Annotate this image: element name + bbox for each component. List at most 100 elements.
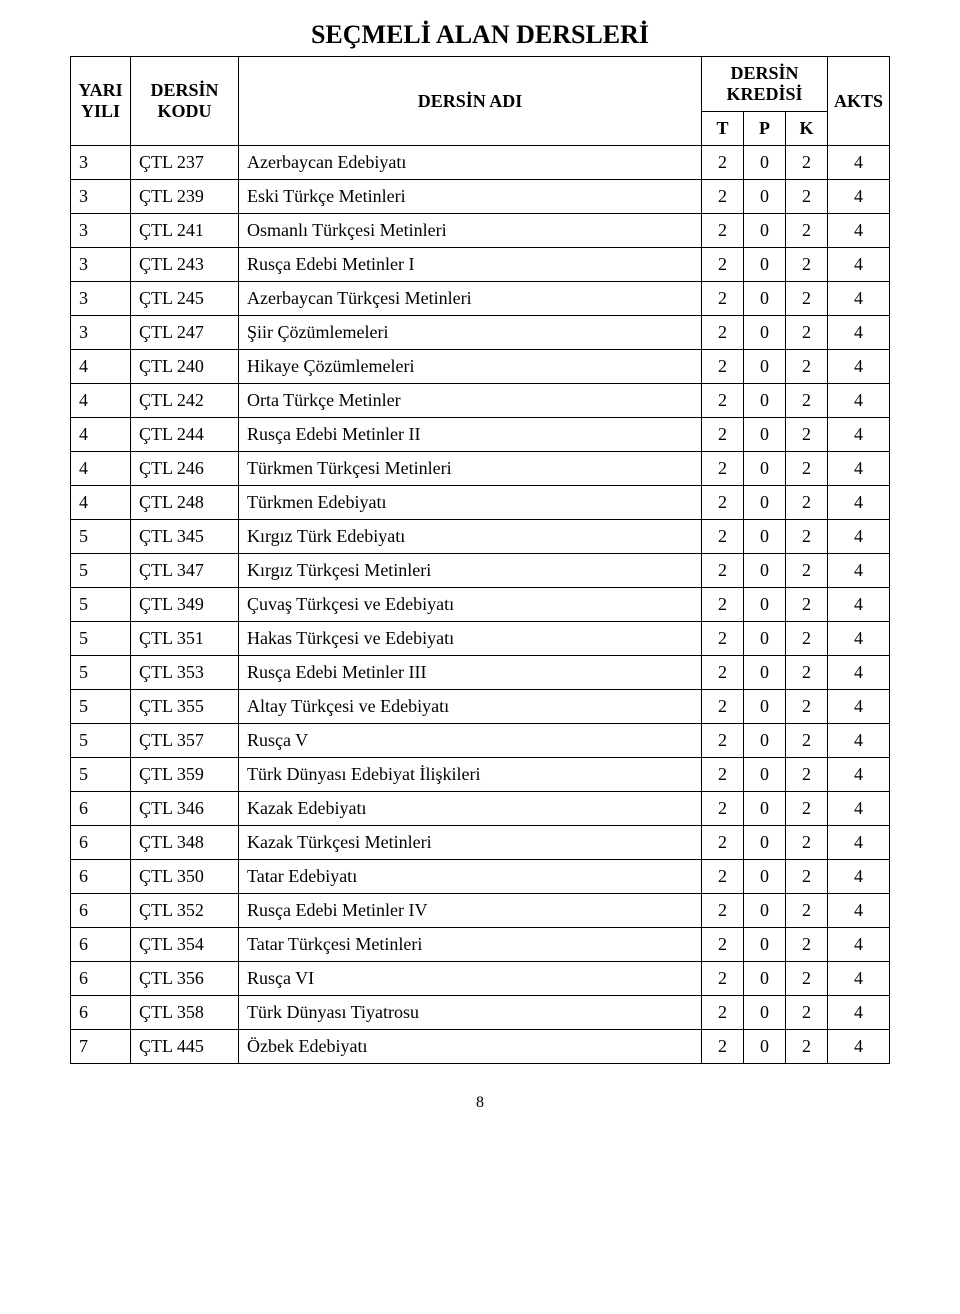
header-dersin-kodu-bot: KODU [158,101,212,121]
cell-k: 2 [785,350,827,384]
cell-p: 0 [743,384,785,418]
cell-k: 2 [785,452,827,486]
cell-p: 0 [743,180,785,214]
table-row: 5ÇTL 357Rusça V2024 [71,724,890,758]
header-dersin-kodu: DERSİN KODU [131,57,239,146]
cell-course-code: ÇTL 348 [131,826,239,860]
cell-akts: 4 [828,860,890,894]
table-row: 3ÇTL 243Rusça Edebi Metinler I2024 [71,248,890,282]
cell-akts: 4 [828,1030,890,1064]
cell-course-name: Tatar Edebiyatı [239,860,702,894]
cell-t: 2 [701,180,743,214]
cell-yari-yili: 5 [71,588,131,622]
table-row: 4ÇTL 242Orta Türkçe Metinler2024 [71,384,890,418]
cell-p: 0 [743,214,785,248]
cell-t: 2 [701,1030,743,1064]
cell-course-name: Rusça Edebi Metinler IV [239,894,702,928]
cell-p: 0 [743,588,785,622]
cell-p: 0 [743,996,785,1030]
course-table: YARI YILI DERSİN KODU DERSİN ADI DERSİN … [70,56,890,1064]
cell-k: 2 [785,282,827,316]
cell-course-code: ÇTL 356 [131,962,239,996]
cell-k: 2 [785,690,827,724]
cell-course-code: ÇTL 357 [131,724,239,758]
cell-course-code: ÇTL 243 [131,248,239,282]
cell-k: 2 [785,622,827,656]
cell-yari-yili: 5 [71,622,131,656]
cell-p: 0 [743,282,785,316]
cell-t: 2 [701,214,743,248]
cell-yari-yili: 5 [71,520,131,554]
cell-yari-yili: 5 [71,554,131,588]
table-row: 4ÇTL 244Rusça Edebi Metinler II2024 [71,418,890,452]
cell-course-name: Türkmen Edebiyatı [239,486,702,520]
cell-akts: 4 [828,418,890,452]
page-title: SEÇMELİ ALAN DERSLERİ [70,20,890,50]
cell-yari-yili: 4 [71,452,131,486]
cell-yari-yili: 7 [71,1030,131,1064]
cell-yari-yili: 6 [71,894,131,928]
cell-course-code: ÇTL 345 [131,520,239,554]
cell-p: 0 [743,248,785,282]
cell-course-code: ÇTL 247 [131,316,239,350]
cell-course-code: ÇTL 350 [131,860,239,894]
cell-course-code: ÇTL 353 [131,656,239,690]
cell-k: 2 [785,384,827,418]
cell-p: 0 [743,826,785,860]
cell-course-name: Rusça VI [239,962,702,996]
cell-p: 0 [743,520,785,554]
cell-yari-yili: 3 [71,282,131,316]
cell-k: 2 [785,316,827,350]
cell-t: 2 [701,656,743,690]
cell-course-name: Azerbaycan Türkçesi Metinleri [239,282,702,316]
cell-t: 2 [701,316,743,350]
cell-course-name: Türk Dünyası Edebiyat İlişkileri [239,758,702,792]
cell-course-name: Hakas Türkçesi ve Edebiyatı [239,622,702,656]
cell-p: 0 [743,962,785,996]
table-row: 6ÇTL 346Kazak Edebiyatı2024 [71,792,890,826]
cell-p: 0 [743,724,785,758]
cell-k: 2 [785,214,827,248]
cell-akts: 4 [828,248,890,282]
table-row: 3ÇTL 239Eski Türkçe Metinleri2024 [71,180,890,214]
cell-course-code: ÇTL 355 [131,690,239,724]
cell-p: 0 [743,316,785,350]
cell-p: 0 [743,418,785,452]
table-row: 6ÇTL 352Rusça Edebi Metinler IV2024 [71,894,890,928]
cell-yari-yili: 6 [71,860,131,894]
cell-course-code: ÇTL 245 [131,282,239,316]
cell-t: 2 [701,894,743,928]
cell-yari-yili: 3 [71,316,131,350]
cell-p: 0 [743,554,785,588]
cell-t: 2 [701,588,743,622]
cell-p: 0 [743,894,785,928]
header-yari-yili: YARI YILI [71,57,131,146]
table-row: 3ÇTL 247Şiir Çözümlemeleri2024 [71,316,890,350]
cell-course-code: ÇTL 241 [131,214,239,248]
cell-yari-yili: 6 [71,826,131,860]
cell-yari-yili: 5 [71,656,131,690]
cell-k: 2 [785,996,827,1030]
cell-course-code: ÇTL 239 [131,180,239,214]
cell-yari-yili: 5 [71,758,131,792]
cell-course-name: Tatar Türkçesi Metinleri [239,928,702,962]
cell-t: 2 [701,248,743,282]
cell-yari-yili: 3 [71,146,131,180]
cell-t: 2 [701,826,743,860]
cell-yari-yili: 4 [71,384,131,418]
cell-t: 2 [701,690,743,724]
cell-course-name: Türk Dünyası Tiyatrosu [239,996,702,1030]
cell-yari-yili: 6 [71,928,131,962]
cell-akts: 4 [828,554,890,588]
cell-akts: 4 [828,792,890,826]
cell-k: 2 [785,146,827,180]
cell-course-code: ÇTL 351 [131,622,239,656]
cell-course-name: Kazak Edebiyatı [239,792,702,826]
cell-akts: 4 [828,962,890,996]
cell-p: 0 [743,350,785,384]
cell-course-name: Rusça Edebi Metinler I [239,248,702,282]
cell-yari-yili: 6 [71,996,131,1030]
cell-yari-yili: 6 [71,962,131,996]
cell-akts: 4 [828,146,890,180]
cell-k: 2 [785,826,827,860]
